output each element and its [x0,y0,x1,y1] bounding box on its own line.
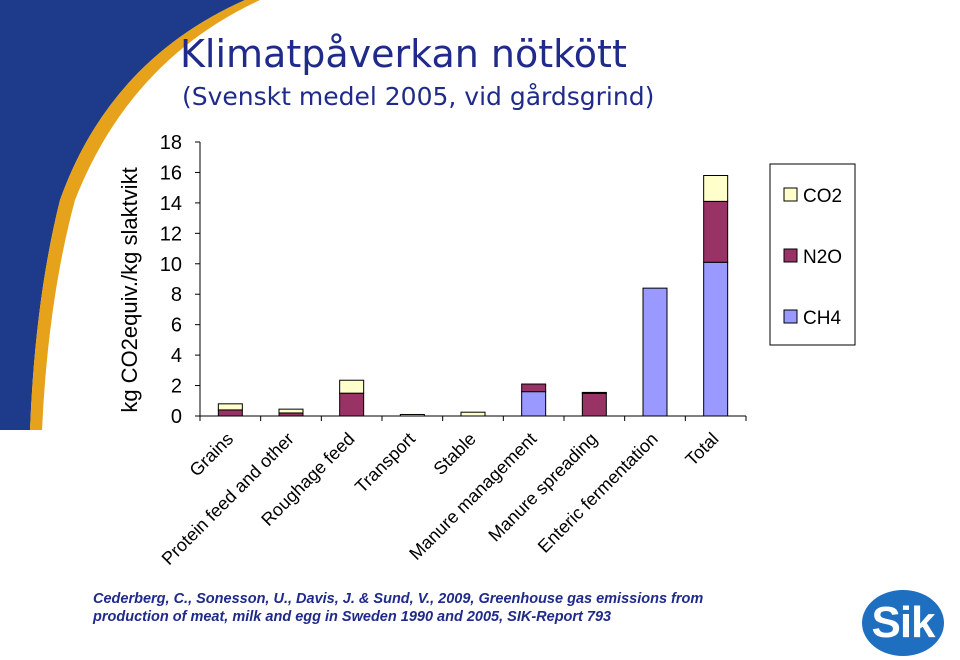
y-tick-label: 14 [160,193,182,215]
y-tick-label: 10 [160,254,182,276]
bar-segment-co2 [399,413,425,417]
legend-swatch [783,309,798,324]
legend-swatch [783,187,798,202]
y-tick-label: 2 [171,376,182,398]
chart-subtitle: (Svenskt medel 2005, vid gårdsgrind) [182,82,655,111]
bar-segment-n2o [521,383,547,393]
x-tick-label: Total [681,429,722,470]
bar-segment-ch4 [703,261,729,417]
citation: Cederberg, C., Sonesson, U., Davis, J. &… [93,590,703,626]
y-tick-label: 6 [171,315,182,337]
chart-title: Klimatpåverkan nötkött [180,32,627,76]
bar-segment-co2 [581,391,607,394]
bar-segment-n2o [581,392,607,417]
bar-segment-ch4 [642,287,668,417]
bar-segment-co2 [703,174,729,202]
bar-segment-n2o [217,409,243,417]
y-tick-label: 16 [160,162,182,184]
legend: CO2 N2O CH4 [769,163,856,346]
sik-logo: Sik [862,590,944,656]
bar-segment-co2 [460,411,486,417]
stacked-bar-chart: kg CO2equiv./kg slaktvikt 0 2 4 6 8 10 12 14 16 1… [117,132,856,569]
x-tick-label: Enteric fermentation [534,429,662,557]
x-tick-label: Grains [186,429,238,481]
bar-segment-co2 [217,403,243,411]
y-tick-label: 18 [160,132,182,154]
citation-line-2: production of meat, milk and egg in Swed… [93,609,612,625]
y-tick-label: 12 [160,223,182,245]
y-tick-label: 4 [171,345,182,367]
legend-label: CO2 [803,186,842,207]
y-tick-label: 0 [171,406,182,428]
y-axis-label: kg CO2equiv./kg slaktvikt [117,167,142,412]
background-swoosh [0,0,260,430]
x-tick-label: Manure spreading [484,429,601,546]
bar-segment-co2 [339,379,365,394]
bar-segment-ch4 [521,391,547,417]
legend-swatch [783,248,798,263]
bar-segment-n2o [703,200,729,263]
x-tick-label: Stable [430,429,480,479]
bar-segment-co2 [278,408,304,414]
legend-label: N2O [803,247,842,268]
citation-line-1: Cederberg, C., Sonesson, U., Davis, J. &… [93,591,704,607]
bar-segment-n2o [339,392,365,417]
x-tick-label: Transport [351,429,419,497]
legend-label: CH4 [803,308,841,329]
y-tick-label: 8 [171,284,182,306]
